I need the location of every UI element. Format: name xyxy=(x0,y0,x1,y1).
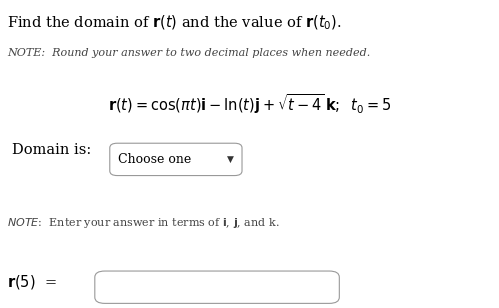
Text: $\mathbf{r}(5)$  =: $\mathbf{r}(5)$ = xyxy=(7,273,57,290)
Text: $\mathit{NOTE}$:  Enter your answer in terms of $\mathbf{i}$, $\mathbf{j}$, and : $\mathit{NOTE}$: Enter your answer in te… xyxy=(7,216,280,229)
Text: NOTE:  Round your answer to two decimal places when needed.: NOTE: Round your answer to two decimal p… xyxy=(7,48,371,58)
Text: Domain is:: Domain is: xyxy=(12,143,92,157)
FancyBboxPatch shape xyxy=(110,143,242,176)
Text: Choose one: Choose one xyxy=(118,153,192,166)
Text: Find the domain of $\mathbf{r}$$(t)$ and the value of $\mathbf{r}$$(t_0)$.: Find the domain of $\mathbf{r}$$(t)$ and… xyxy=(7,14,342,32)
Text: ▼: ▼ xyxy=(227,155,234,164)
Text: $\mathbf{r}(t) = \cos(\pi t)\mathbf{i} - \ln(t)\mathbf{j} + \sqrt{t-4}\,\mathbf{: $\mathbf{r}(t) = \cos(\pi t)\mathbf{i} -… xyxy=(108,92,391,116)
FancyBboxPatch shape xyxy=(95,271,339,303)
